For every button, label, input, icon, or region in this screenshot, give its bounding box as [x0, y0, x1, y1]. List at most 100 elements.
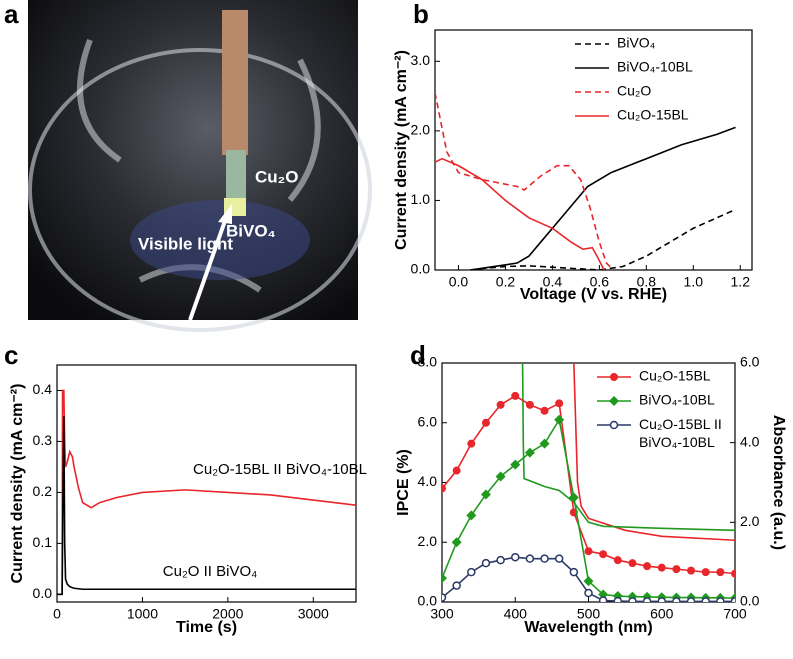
y2-axis-label: Absorbance (a.u.) [770, 415, 787, 550]
marker [642, 597, 652, 602]
x-tick-label: 400 [504, 606, 528, 622]
x-tick-label: 0.8 [637, 274, 657, 290]
y2-tick-label: 2.0 [740, 513, 760, 529]
marker [525, 400, 534, 409]
legend-label: BiVO₄ [617, 35, 656, 51]
plot-frame [441, 362, 736, 603]
marker [442, 484, 446, 493]
panel-letter: c [4, 340, 18, 370]
marker [643, 562, 652, 571]
marker [539, 438, 550, 449]
annotation: Cu₂O II BiVO₄ [163, 563, 257, 580]
plot-frame [434, 29, 753, 271]
marker [554, 414, 565, 425]
legend-label-part: BiVO₄-10BL [639, 434, 715, 450]
light-arrow-head [218, 204, 232, 224]
x-tick-label: 1.2 [731, 274, 751, 290]
x-tick-label: 300 [430, 606, 454, 622]
marker [609, 420, 619, 430]
legend-label: BiVO₄-10BL [639, 392, 715, 408]
plot [442, 363, 735, 602]
plot [57, 389, 356, 596]
marker [555, 399, 564, 408]
marker [540, 406, 549, 415]
series-line [470, 208, 736, 270]
marker [598, 596, 608, 602]
marker [467, 439, 476, 448]
y-axis-label: Current density (mA cm⁻²) [393, 50, 410, 250]
marker [511, 552, 520, 562]
marker [701, 568, 710, 577]
marker [511, 391, 520, 400]
chart: c 0 1000 2000 3000 0.0 0.1 0.2 0.3 0.4 Time (s) Cur… [4, 340, 367, 636]
marker [628, 597, 637, 602]
legend-label: Cu₂O-15BL [617, 107, 689, 123]
chart: b 0.0 0.2 0.4 0.6 0.8 1.0 1.2 0.0 1.0 2.0 3.0 Voltag… [393, 0, 753, 303]
legend-label: Cu₂O-15BL [639, 368, 711, 384]
marker [584, 588, 593, 598]
marker [442, 593, 447, 602]
y-tick-label: 0.0 [411, 261, 431, 277]
x-tick-label: 1.0 [684, 274, 704, 290]
marker [657, 597, 666, 602]
marker [613, 556, 622, 565]
x-tick-label: 0.6 [590, 274, 610, 290]
marker [466, 510, 477, 521]
marker [540, 554, 549, 563]
series-line [57, 415, 356, 596]
series-line [521, 363, 735, 532]
marker [452, 466, 461, 475]
y2-tick-label: 6.0 [740, 354, 760, 370]
marker [480, 489, 491, 500]
x-tick-label: 1000 [127, 606, 158, 622]
marker [672, 597, 681, 602]
panel-letter: b [413, 0, 429, 29]
marker [687, 566, 696, 575]
cu2o-electrode [226, 150, 246, 198]
photo-label: Visible light [138, 234, 233, 253]
x-tick-label: 0.4 [543, 274, 563, 290]
marker [610, 373, 618, 381]
marker [496, 555, 505, 565]
marker [609, 396, 619, 406]
x-axis-label: Voltage (V vs. RHE) [520, 286, 667, 303]
marker [613, 596, 623, 602]
photo-panel: a Cu₂O BiVO₄ Visible light [4, 0, 372, 332]
marker [701, 597, 710, 602]
marker [599, 550, 608, 559]
y-tick-label: 2.0 [411, 122, 431, 138]
light-arrow [188, 217, 228, 321]
photo-label: Cu₂O [255, 167, 298, 186]
y-tick-label: 0.0 [33, 585, 53, 601]
series-line [435, 92, 615, 270]
marker [716, 597, 725, 602]
y-tick-label: 0.3 [33, 432, 53, 448]
x-tick-label: 700 [723, 606, 747, 622]
panel-letter: d [410, 340, 426, 370]
marker [657, 563, 666, 572]
series-line [470, 126, 736, 270]
x-tick-label: 2000 [212, 606, 243, 622]
panel-letter: a [4, 0, 19, 29]
marker [672, 565, 681, 574]
marker [598, 589, 609, 600]
marker [628, 559, 637, 568]
x-tick-label: 3000 [298, 606, 329, 622]
series-line [435, 157, 605, 270]
y-axis-label: Current density (mA cm⁻²) [9, 384, 26, 584]
marker [568, 492, 579, 503]
marker [467, 567, 476, 577]
marker [584, 547, 593, 556]
marker [495, 471, 506, 482]
y-axis-label: IPCE (%) [395, 449, 412, 516]
clip [222, 10, 248, 155]
marker [525, 554, 535, 563]
y2-tick-label: 4.0 [740, 433, 760, 449]
y-tick-label: 3.0 [411, 52, 431, 68]
y-tick-label: 4.0 [418, 473, 438, 489]
marker [583, 576, 594, 587]
x-axis-label: Wavelength (nm) [524, 619, 652, 636]
marker [569, 567, 579, 577]
marker [442, 573, 447, 584]
x-tick-label: 600 [650, 606, 674, 622]
